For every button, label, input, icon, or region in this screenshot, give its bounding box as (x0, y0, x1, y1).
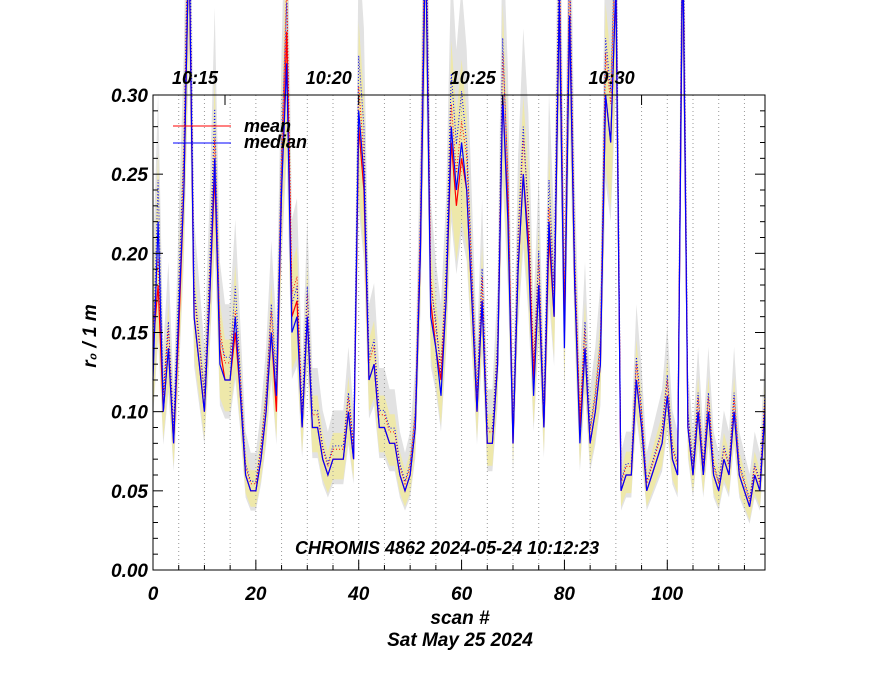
y-tick-label: 0.15 (111, 324, 148, 345)
legend-mean-label: mean (244, 116, 291, 136)
y-tick-label: 0.25 (111, 165, 148, 186)
time-tick-label: 10:20 (306, 68, 352, 88)
series-lines (152, 0, 766, 507)
x-tick-label: 40 (347, 584, 370, 605)
legend: mean median (173, 116, 307, 152)
x-tick-label: 60 (451, 584, 473, 605)
dataset-annotation: CHROMIS 4862 2024-05-24 10:12:23 (295, 538, 599, 558)
median-line (152, 0, 766, 507)
y-tick-label: 0.20 (111, 244, 148, 265)
mean-dotted-line (152, 0, 766, 502)
y-tick-label: 0.10 (111, 403, 148, 424)
y-axis-title: r₀ / 1 m (80, 304, 101, 368)
x-tick-label: 80 (554, 584, 576, 605)
x-tick-label: 20 (244, 584, 267, 605)
spread-bands (153, 0, 765, 524)
x-axis-title: scan # (430, 608, 490, 629)
x-tick-label: 0 (148, 584, 159, 605)
time-labels: 10:15 10:20 10:25 10:30 (172, 68, 635, 88)
y-tick-label: 0.30 (111, 86, 148, 107)
time-tick-label: 10:30 (589, 68, 635, 88)
time-tick-label: 10:15 (172, 68, 219, 88)
time-tick-label: 10:25 (450, 68, 497, 88)
date-label: Sat May 25 2024 (387, 630, 533, 651)
axis-ticks (152, 94, 765, 571)
y-tick-label: 0.05 (111, 482, 148, 503)
inner-spread-band (153, 0, 765, 521)
x-tick-label: 100 (651, 584, 683, 605)
tick-labels: 0 20 40 60 80 100 0.00 0.05 0.10 0.15 0.20 0.25 0.30 (111, 86, 684, 605)
legend-median-label: median (244, 132, 307, 152)
y-tick-label: 0.00 (111, 561, 148, 582)
